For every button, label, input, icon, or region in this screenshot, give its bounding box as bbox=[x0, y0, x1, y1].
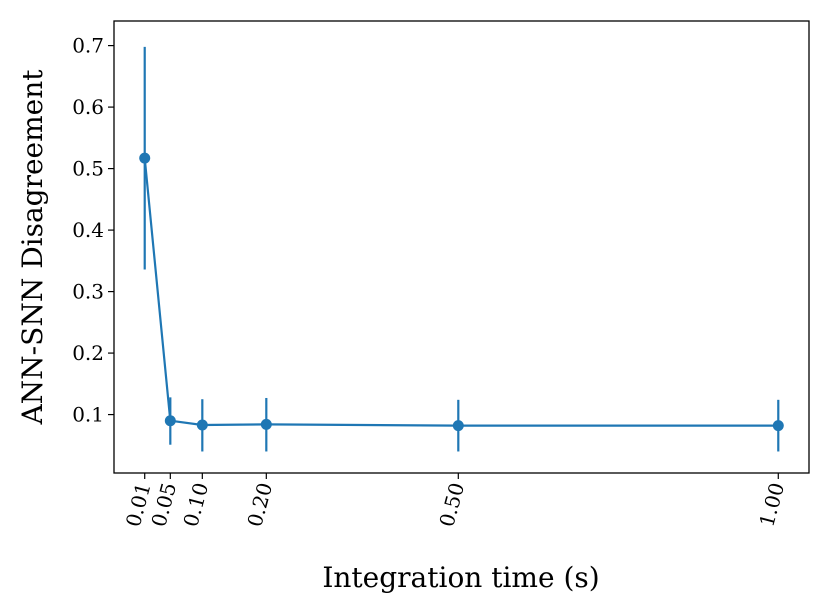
y-tick-label: 0.1 bbox=[72, 403, 104, 427]
x-tick-label: 0.20 bbox=[242, 480, 277, 529]
x-tick-label: 0.10 bbox=[178, 480, 213, 529]
data-point bbox=[139, 152, 151, 164]
y-tick-label: 0.2 bbox=[72, 341, 104, 365]
data-points bbox=[139, 152, 784, 432]
y-axis: 0.1 0.2 0.3 0.4 0.5 0.6 0.7 bbox=[72, 34, 114, 427]
y-tick-label: 0.3 bbox=[72, 280, 104, 304]
series-lines bbox=[143, 157, 779, 427]
x-tick-label: 0.50 bbox=[434, 480, 469, 529]
y-tick-label: 0.4 bbox=[72, 218, 104, 242]
data-point bbox=[260, 418, 272, 430]
y-tick-label: 0.6 bbox=[72, 95, 104, 119]
data-point bbox=[772, 420, 784, 432]
y-axis-title: ANN-SNN Disagreement bbox=[16, 69, 49, 426]
data-point bbox=[196, 419, 208, 431]
data-point bbox=[164, 415, 176, 427]
plot-area bbox=[113, 20, 810, 474]
x-axis: 0.010.050.10 0.20 0.50 1.00 bbox=[121, 473, 789, 529]
y-tick-label: 0.7 bbox=[72, 34, 104, 58]
data-point bbox=[452, 420, 464, 432]
series-line bbox=[143, 157, 779, 427]
x-axis-title: Integration time (s) bbox=[322, 561, 599, 594]
y-tick-label: 0.5 bbox=[72, 157, 104, 181]
x-tick-label: 1.00 bbox=[754, 480, 789, 529]
